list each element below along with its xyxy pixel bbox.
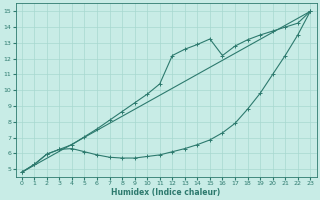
X-axis label: Humidex (Indice chaleur): Humidex (Indice chaleur) (111, 188, 221, 197)
